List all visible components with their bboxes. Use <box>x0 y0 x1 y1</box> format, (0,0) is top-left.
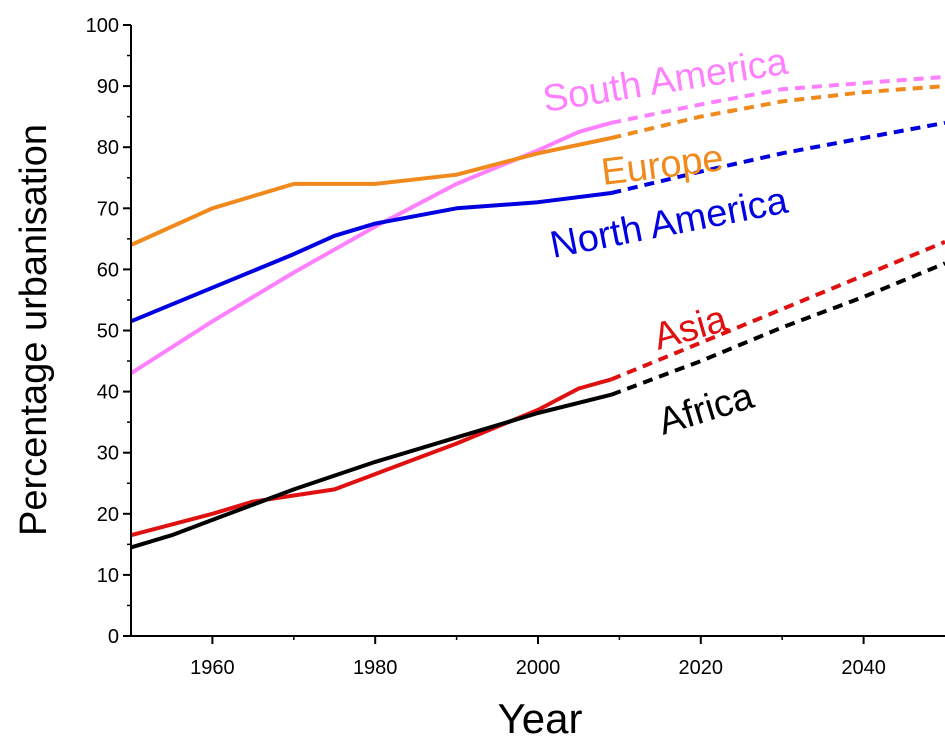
y-tick-label: 70 <box>97 198 119 220</box>
axis-ticks: 0 10 20 30 40 50 60 70 80 90 100 1960 1980 2000 2020 20… <box>86 15 886 679</box>
north-america-projected-line <box>610 120 945 195</box>
x-tick-label: 2000 <box>516 657 561 679</box>
y-tick-label: 50 <box>97 321 119 343</box>
x-tick-label: 1960 <box>190 657 235 679</box>
series-lines <box>129 74 945 550</box>
south-america-observed-line <box>129 120 612 375</box>
y-tick-label: 30 <box>97 443 119 465</box>
x-tick-label: 2040 <box>841 657 886 679</box>
europe-label: Europe <box>599 137 726 194</box>
africa-observed-line <box>130 392 612 550</box>
europe-observed-line <box>130 136 612 247</box>
asia-label: Asia <box>649 298 732 359</box>
y-tick-label: 0 <box>108 626 119 648</box>
y-tick-label: 10 <box>97 565 119 587</box>
south-america-projected-line <box>610 74 945 125</box>
y-tick-label: 80 <box>97 137 119 159</box>
y-tick-label: 20 <box>97 504 119 526</box>
y-tick-label: 100 <box>86 15 119 37</box>
europe-projected-line <box>610 84 945 140</box>
y-tick-label: 60 <box>97 259 119 281</box>
x-tick-label: 2020 <box>679 657 724 679</box>
asia-projected-line <box>610 240 945 382</box>
x-axis-title: Year <box>498 695 583 742</box>
x-tick-label: 1980 <box>353 657 398 679</box>
north-america-label: North America <box>547 180 792 267</box>
asia-observed-line <box>130 377 612 538</box>
y-tick-label: 90 <box>97 76 119 98</box>
axes <box>130 25 945 637</box>
north-america-observed-line <box>130 191 612 324</box>
south-america-label: South America <box>540 41 792 121</box>
y-tick-label: 40 <box>97 382 119 404</box>
africa-label: Africa <box>653 375 759 444</box>
y-axis-title: Percentage urbanisation <box>13 124 55 536</box>
